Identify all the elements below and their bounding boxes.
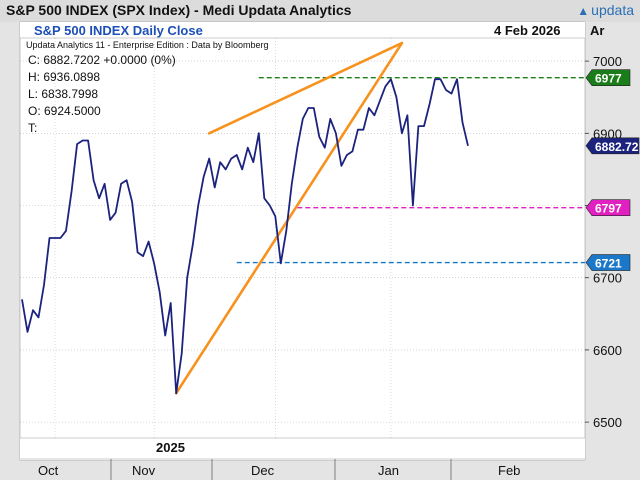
level-tag-6797-box [585,199,631,216]
title-bar: S&P 500 INDEX (SPX Index) - Medi Updata … [0,0,640,22]
x-tick-label-feb: Feb [498,463,520,478]
close-readout: C: 6882.7202 +0.0000 (0%) [28,53,176,67]
plot-area [19,21,586,461]
panel-title: S&P 500 INDEX Daily Close [34,23,203,38]
edition-label: Updata Analytics 11 - Enterprise Edition… [26,40,268,50]
logo-text: updata [591,2,634,18]
level-tag-6797-label: 6797 [595,202,622,216]
panel-date: 4 Feb 2026 [494,23,561,38]
level-tag-6721-box [585,254,631,271]
ohlc-readout: C: 6882.7202 +0.0000 (0%) H: 6936.0898 L… [28,53,176,135]
up-arrow-icon: ▲ [577,4,590,18]
year-label: 2025 [156,440,185,455]
high-readout: H: 6936.0898 [28,70,100,84]
window-title: S&P 500 INDEX (SPX Index) - Medi Updata … [6,2,352,18]
axis-corner-label: Ar [590,23,604,38]
updata-logo: ▲ updata [577,2,634,18]
price-line[interactable] [21,78,469,395]
low-readout: L: 6838.7998 [28,87,98,101]
open-readout: O: 6924.5000 [28,104,101,118]
trendlines[interactable] [174,41,404,395]
level-lines [236,77,585,264]
last-price-tag-box [585,137,640,155]
panel-header [20,22,585,38]
x-axis: 2025 Oct Nov Dec Jan Feb [38,440,520,480]
trendline-1[interactable] [174,41,404,395]
y-tick-label: 6500 [593,415,622,430]
trendline-2[interactable] [207,41,404,135]
price-tags: 6977 6797 6721 6882.72 [585,69,640,271]
gridlines [20,38,585,438]
x-tick-label-jan: Jan [378,463,399,478]
level-tag-6977-box [585,69,631,87]
level-tag-6977-label: 6977 [595,72,622,86]
x-tick-label-nov: Nov [132,463,156,478]
last-price-tag-label: 6882.72 [595,140,639,154]
level-tag-6721-label: 6721 [595,257,622,271]
y-tick-label: 6700 [593,271,622,286]
y-tick-label: 6600 [593,343,622,358]
x-axis-band [20,438,585,460]
time-readout: T: [28,121,37,135]
price-series[interactable] [21,78,469,395]
x-tick-label-dec: Dec [251,463,275,478]
y-tick-label: 7000 [593,54,622,69]
x-tick-label-oct: Oct [38,463,59,478]
